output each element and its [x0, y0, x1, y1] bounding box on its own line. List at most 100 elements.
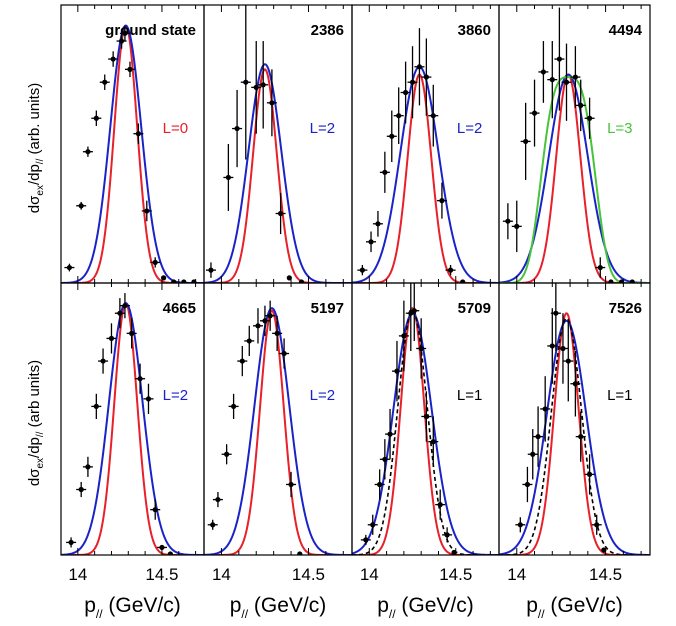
panel-4494: 4494 L=3 — [498, 4, 651, 284]
fit-curve-2 — [352, 312, 499, 555]
data-point — [127, 66, 133, 72]
data-point — [560, 345, 566, 352]
fit-curve-1 — [204, 68, 352, 283]
data-point — [297, 551, 303, 555]
panel-frame — [203, 4, 353, 284]
data-point — [437, 502, 443, 508]
x-axis-label: p// (GeV/c) — [526, 594, 623, 621]
fit-curve-1 — [352, 307, 499, 555]
data-point — [535, 434, 541, 440]
data-point — [382, 169, 388, 175]
data-point — [239, 358, 245, 364]
fit-curve-2 — [61, 302, 204, 555]
data-point — [137, 376, 143, 382]
fit-curve-1 — [204, 309, 352, 555]
data-point — [243, 79, 249, 85]
data-point — [102, 79, 108, 85]
angular-momentum-label: L=2 — [163, 387, 188, 404]
data-point — [135, 131, 141, 137]
data-point — [110, 56, 116, 62]
panel-frame — [498, 4, 651, 284]
x-tick-label: 14.5 — [292, 565, 325, 584]
y-axis-label-bottom: dσex/dp// (arb units) — [26, 360, 46, 486]
data-point — [540, 69, 547, 75]
data-point — [129, 330, 135, 336]
data-point — [224, 451, 230, 457]
data-point — [530, 451, 536, 457]
data-point — [403, 89, 409, 96]
data-point — [274, 330, 280, 336]
data-point — [234, 125, 240, 132]
data-point — [572, 381, 578, 387]
angular-momentum-label: L=2 — [310, 120, 335, 137]
data-point — [368, 239, 374, 245]
x-tick-label: 14.5 — [439, 565, 472, 584]
panel-label: 4665 — [163, 300, 196, 317]
data-point — [255, 323, 261, 329]
data-point — [377, 481, 383, 488]
panel-frame — [498, 282, 651, 556]
data-point — [430, 439, 436, 445]
data-point — [152, 259, 158, 266]
data-point — [117, 310, 123, 316]
panel-ground-state: ground state L=0 — [60, 4, 205, 284]
data-point — [542, 406, 548, 412]
data-point — [298, 279, 305, 283]
data-point — [587, 471, 593, 478]
panel-4665: 4665 L=2 14 14.5 p// (GeV/c) — [60, 282, 205, 621]
data-point — [85, 149, 91, 155]
fit-curve-2 — [499, 319, 650, 555]
angular-momentum-label: L=1 — [607, 387, 632, 404]
data-point — [267, 313, 273, 319]
angular-momentum-label: L=3 — [607, 120, 632, 137]
angular-momentum-label: L=2 — [310, 387, 335, 404]
data-point — [418, 345, 424, 352]
x-tick-label: 14 — [507, 565, 526, 584]
data-point — [78, 203, 84, 209]
data-point — [171, 279, 177, 283]
x-tick-label: 14 — [68, 565, 87, 584]
data-point — [439, 198, 445, 204]
data-point — [565, 358, 571, 364]
data-point — [66, 264, 73, 271]
data-point — [210, 522, 216, 528]
data-point — [608, 279, 614, 283]
data-point — [269, 100, 275, 106]
data-point — [118, 38, 125, 44]
panel-grid: ground state L=0 2386 L=2 3860 L=2 4494 L=3 4665… — [60, 4, 651, 621]
data-point — [578, 102, 584, 108]
x-axis-label: p// (GeV/c) — [377, 594, 474, 621]
angular-momentum-label: L=0 — [163, 120, 188, 137]
data-point — [597, 264, 603, 271]
panel-2386: 2386 L=2 — [203, 4, 353, 284]
fit-curve-2 — [499, 73, 650, 283]
panel-label: ground state — [105, 22, 196, 39]
y-axis-label-top: dσex/dp// (arb. units) — [26, 83, 46, 213]
data-point — [411, 308, 417, 314]
panel-5709: 5709 L=1 14 14.5 p// (GeV/c) — [351, 282, 500, 621]
panel-7526: 7526 L=1 14 14.5 p// (GeV/c) — [498, 282, 651, 621]
panel-label: 5197 — [311, 300, 344, 317]
data-point — [423, 413, 429, 420]
data-point — [122, 30, 128, 36]
data-point — [359, 267, 365, 273]
data-point — [523, 138, 529, 145]
data-point — [375, 221, 381, 227]
data-point — [370, 522, 376, 528]
data-point — [401, 333, 407, 339]
data-point — [181, 279, 187, 283]
data-point — [578, 434, 584, 440]
data-point — [93, 403, 99, 410]
panel-label: 7526 — [609, 300, 642, 317]
data-point — [524, 481, 531, 488]
data-point — [78, 486, 84, 493]
x-tick-label: 14 — [212, 565, 231, 584]
data-point — [594, 522, 600, 528]
x-axis-label: p// (GeV/c) — [84, 594, 181, 621]
data-point — [382, 456, 388, 462]
angular-momentum-label: L=1 — [457, 387, 482, 404]
data-point — [505, 218, 511, 224]
data-point — [253, 84, 259, 90]
data-point — [100, 358, 106, 364]
